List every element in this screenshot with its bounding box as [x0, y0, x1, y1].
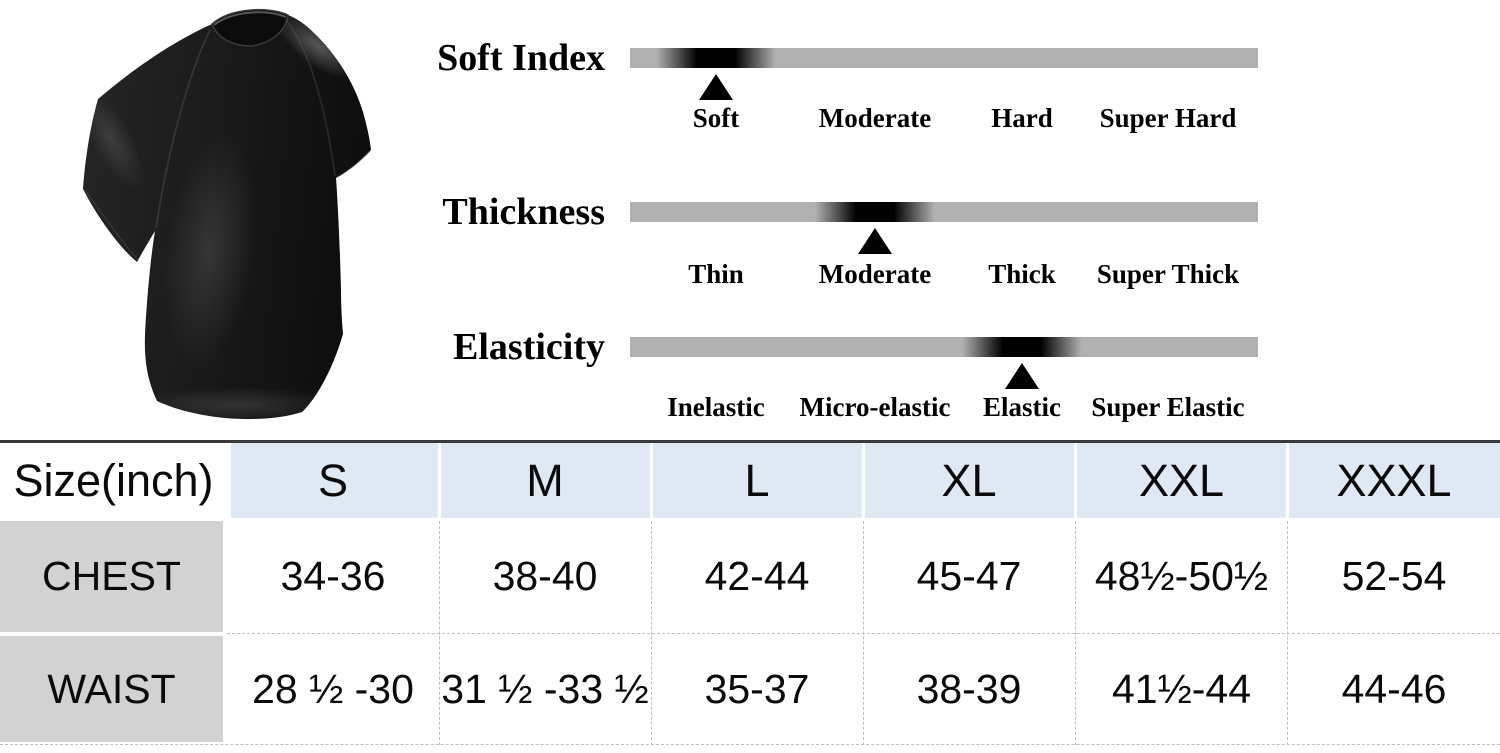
chest-value-l: 42-44 [704, 552, 810, 599]
thickness-label-moderate: Moderate [818, 259, 932, 289]
thickness-bar [630, 202, 1258, 222]
hem-highlight [130, 387, 350, 420]
header-gap [438, 443, 441, 518]
elasticity-label-inelastic: Inelastic [667, 392, 765, 422]
scale-title-soft-index: Soft Index [437, 37, 605, 79]
scale-title-thickness: Thickness [442, 191, 605, 233]
soft-index-label-hard: Hard [991, 103, 1053, 133]
sleeve-highlight [83, 90, 144, 190]
soft-index-label-soft: Soft [692, 103, 740, 133]
header-gap [1286, 443, 1289, 518]
table-bottom-border [0, 744, 1500, 745]
chest-label-background [0, 521, 223, 632]
thickness-label-super-thick: Super Thick [1096, 259, 1240, 289]
chest-value-m: 38-40 [492, 552, 598, 599]
table-gridline-horizontal [227, 633, 1500, 634]
raglan-seam-left [155, 29, 211, 229]
header-gap [650, 443, 653, 518]
sleeve-hem-left [84, 189, 139, 261]
collar-rim [213, 11, 287, 26]
soft-index-label-super-hard: Super Hard [1099, 103, 1237, 133]
table-corner-label: Size(inch) [13, 454, 214, 506]
thickness-label-thick: Thick [988, 259, 1056, 289]
product-photo-tshirt [60, 0, 440, 430]
chest-value-xxxl: 52-54 [1341, 552, 1447, 599]
chest-value-xl: 45-47 [916, 552, 1022, 599]
shoulder-highlight [277, 13, 359, 79]
elasticity-label-super-elastic: Super Elastic [1091, 392, 1245, 422]
row-label-chest: CHEST [42, 553, 181, 599]
soft-index-bar [630, 48, 1258, 68]
elasticity-bar [630, 337, 1258, 357]
waist-label-background [0, 636, 223, 742]
waist-value-s: 28 ½ -30 [252, 665, 414, 712]
header-gap [1074, 443, 1077, 518]
chest-value-xxl: 48½-50½ [1094, 552, 1269, 599]
row-label-waist: WAIST [47, 665, 176, 712]
size-col-header-l: L [744, 454, 770, 506]
table-top-border [0, 440, 1500, 443]
soft-index-marker-icon [699, 74, 733, 100]
waist-value-xl: 38-39 [916, 665, 1022, 712]
raglan-seam-right [285, 19, 336, 177]
sleeve-hem-right [336, 150, 371, 178]
elasticity-marker-icon [1005, 363, 1039, 389]
scale-title-elasticity: Elasticity [453, 326, 605, 368]
size-col-header-xxxl: XXXL [1336, 454, 1452, 506]
waist-value-m: 31 ½ -33 ½ [441, 665, 649, 712]
chest-value-s: 34-36 [280, 552, 386, 599]
elasticity-label-micro-elastic: Micro-elastic [799, 392, 951, 422]
size-col-header-xxl: XXL [1138, 454, 1225, 506]
size-col-header-m: M [526, 454, 564, 506]
tshirt-illustration [83, 8, 371, 420]
waist-value-l: 35-37 [704, 665, 810, 712]
elasticity-label-elastic: Elastic [983, 392, 1061, 422]
header-gap [862, 443, 865, 518]
chest-highlight [163, 130, 257, 370]
thickness-marker-icon [858, 228, 892, 254]
tshirt-collar [211, 8, 289, 47]
waist-value-xxxl: 44-46 [1341, 665, 1447, 712]
soft-index-label-moderate: Moderate [818, 103, 932, 133]
size-col-header-s: S [317, 454, 348, 506]
thickness-label-thin: Thin [688, 259, 744, 289]
waist-value-xxl: 41½-44 [1111, 665, 1252, 712]
size-col-header-xl: XL [941, 454, 997, 506]
